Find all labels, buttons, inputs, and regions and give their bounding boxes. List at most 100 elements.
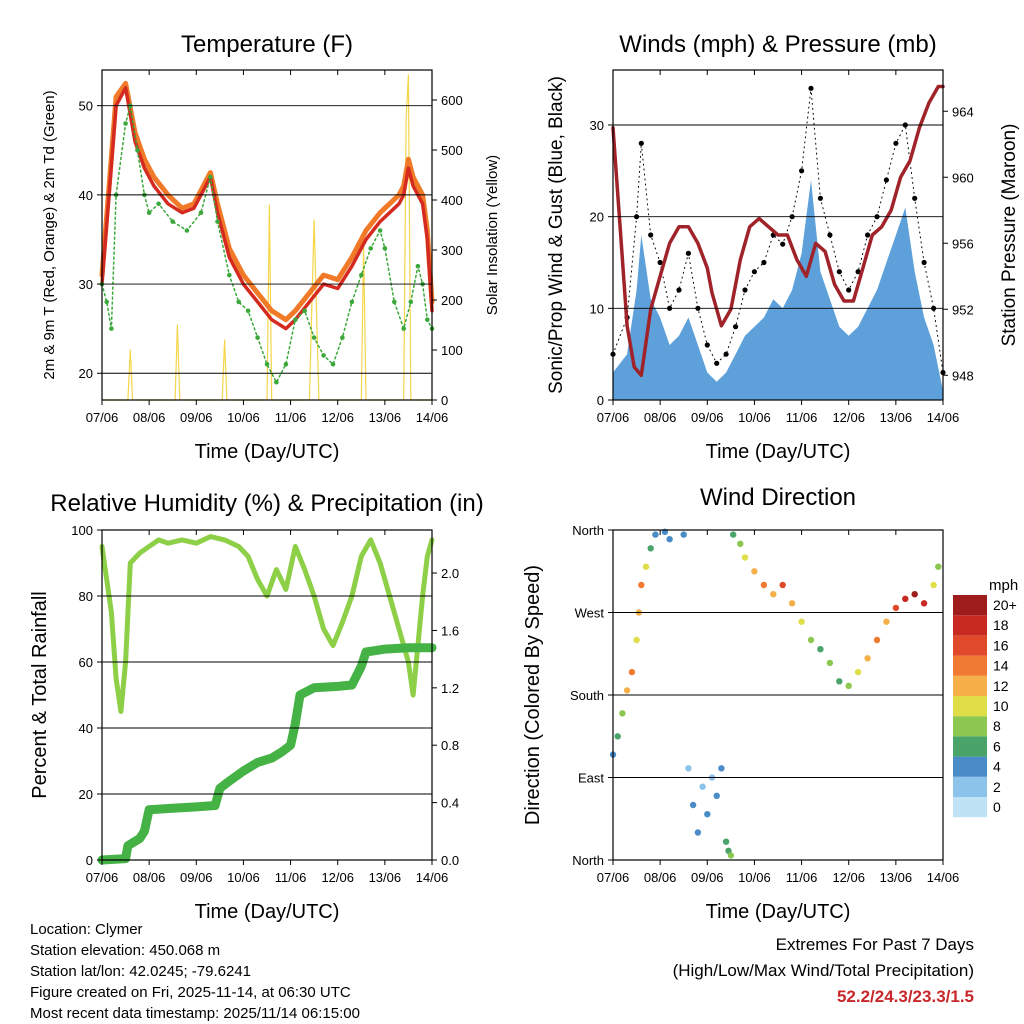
x-tick-label: 13/06 bbox=[369, 870, 402, 885]
station-info: Location: Clymer Station elevation: 450.… bbox=[30, 919, 360, 1024]
x-tick-label: 07/06 bbox=[597, 870, 630, 885]
legend-swatch bbox=[953, 776, 987, 797]
x-tick-label: 07/06 bbox=[597, 410, 630, 425]
direction-point bbox=[722, 838, 730, 845]
direction-point bbox=[727, 852, 735, 859]
x-tick-label: 12/06 bbox=[321, 870, 354, 885]
x-tick-label: 11/06 bbox=[275, 870, 307, 885]
winds-ylabel-left: Sonic/Prop Wind & Gust (Blue, Black) bbox=[546, 76, 567, 394]
legend-swatch bbox=[953, 756, 987, 777]
direction-point bbox=[680, 531, 687, 538]
x-tick-label: 09/06 bbox=[180, 410, 213, 425]
y2-tick-label: 948 bbox=[952, 368, 974, 383]
direction-point bbox=[628, 668, 636, 676]
humidity-panel: Relative Humidity (%) & Precipitation (i… bbox=[29, 490, 484, 923]
elevation-text: Station elevation: 450.068 m bbox=[30, 942, 221, 959]
legend-swatch bbox=[953, 595, 987, 616]
direction-point bbox=[930, 581, 937, 589]
temp-plot-frame bbox=[101, 69, 433, 401]
x-tick-label: 14/06 bbox=[927, 410, 960, 425]
x-tick-label: 13/06 bbox=[880, 870, 913, 885]
gust-point bbox=[761, 259, 767, 266]
direction-point bbox=[779, 581, 786, 589]
direction-point bbox=[826, 659, 834, 667]
gust-trace bbox=[612, 87, 944, 373]
x-tick-label: 10/06 bbox=[227, 410, 260, 425]
x-tick-label: 11/06 bbox=[786, 410, 818, 425]
gust-point bbox=[733, 324, 739, 330]
wind-speed-area bbox=[613, 180, 943, 400]
legend-label: 14 bbox=[993, 658, 1009, 674]
x-tick-label: 10/06 bbox=[738, 870, 771, 885]
timestamp-text: Most recent data timestamp: 2025/11/14 0… bbox=[30, 1005, 360, 1022]
gust-point bbox=[799, 168, 805, 174]
direction-point bbox=[647, 545, 654, 552]
direction-point bbox=[883, 618, 890, 625]
y2-tick-label: 400 bbox=[441, 193, 463, 208]
direction-point bbox=[614, 733, 621, 740]
y-tick-label: 60 bbox=[79, 655, 93, 670]
x-tick-label: 07/06 bbox=[86, 870, 119, 885]
location-text: Location: Clymer bbox=[30, 921, 143, 938]
gust-point bbox=[638, 140, 644, 146]
direction-point bbox=[694, 829, 702, 836]
humidity-xlabel: Time (Day/UTC) bbox=[195, 901, 340, 923]
direction-point bbox=[741, 554, 749, 561]
direction-point bbox=[737, 540, 744, 547]
y2-tick-label: 0.8 bbox=[441, 738, 459, 753]
x-tick-label: 10/06 bbox=[227, 870, 260, 885]
legend-label: 20+ bbox=[993, 597, 1017, 613]
y2-tick-label: 200 bbox=[441, 293, 463, 308]
t9m-line bbox=[99, 80, 435, 323]
x-tick-label: 09/06 bbox=[691, 870, 724, 885]
x-tick-label: 14/06 bbox=[416, 410, 449, 425]
legend-swatch bbox=[953, 655, 987, 676]
direction-point bbox=[770, 591, 777, 598]
extremes-title: Extremes For Past 7 Days bbox=[775, 935, 974, 954]
gust-point bbox=[893, 140, 899, 146]
temperature-panel: Temperature (F) 07/06 08/06 09/06 10/06 11/0… bbox=[41, 31, 501, 463]
y2-tick-label: 100 bbox=[441, 343, 463, 358]
y2-tick-label: 0.4 bbox=[441, 796, 459, 811]
x-tick-label: 13/06 bbox=[369, 410, 402, 425]
direction-point bbox=[911, 591, 918, 598]
legend-label: 8 bbox=[993, 718, 1001, 734]
gust-point bbox=[676, 287, 682, 293]
humidity-ylabel-left: Percent & Total Rainfall bbox=[29, 591, 51, 799]
legend-label: 4 bbox=[993, 759, 1001, 775]
winds-ylabel-right: Station Pressure (Maroon) bbox=[999, 124, 1020, 347]
x-tick-label: 12/06 bbox=[832, 410, 865, 425]
legend-label: 6 bbox=[993, 738, 1001, 754]
direction-point bbox=[920, 600, 928, 607]
x-tick-label: 09/06 bbox=[691, 410, 724, 425]
legend-label: 12 bbox=[993, 678, 1009, 694]
direction-point bbox=[892, 604, 900, 612]
legend-label: 0 bbox=[993, 799, 1001, 815]
x-tick-label: 07/06 bbox=[86, 410, 119, 425]
y2-tick-label: 0.0 bbox=[441, 853, 459, 868]
y2-tick-label: 600 bbox=[441, 93, 463, 108]
direction-point bbox=[666, 536, 673, 543]
direction-tick-label: South bbox=[570, 688, 604, 703]
extremes-box: Extremes For Past 7 Days (High/Low/Max W… bbox=[673, 932, 974, 1010]
y-tick-label: 80 bbox=[79, 589, 93, 604]
gust-point bbox=[704, 342, 710, 348]
y-tick-label: 30 bbox=[590, 118, 604, 133]
winds-panel: Winds (mph) & Pressure (mb) 07/06 08/06 09… bbox=[546, 31, 1020, 463]
direction-point bbox=[633, 636, 640, 644]
direction-tick-label: North bbox=[572, 853, 604, 868]
solar-insolation-line bbox=[101, 74, 433, 401]
direction-point bbox=[689, 801, 697, 809]
legend-swatch bbox=[953, 797, 987, 818]
direction-xlabel: Time (Day/UTC) bbox=[706, 901, 851, 923]
direction-title: Wind Direction bbox=[700, 484, 856, 511]
direction-point bbox=[685, 765, 692, 772]
y2-tick-label: 960 bbox=[952, 170, 974, 185]
direction-point bbox=[873, 636, 881, 644]
gust-point bbox=[883, 177, 890, 183]
x-tick-label: 14/06 bbox=[416, 870, 449, 885]
direction-point bbox=[623, 687, 631, 694]
direction-point bbox=[652, 531, 659, 538]
direction-point bbox=[760, 581, 768, 589]
x-tick-label: 08/06 bbox=[644, 410, 677, 425]
